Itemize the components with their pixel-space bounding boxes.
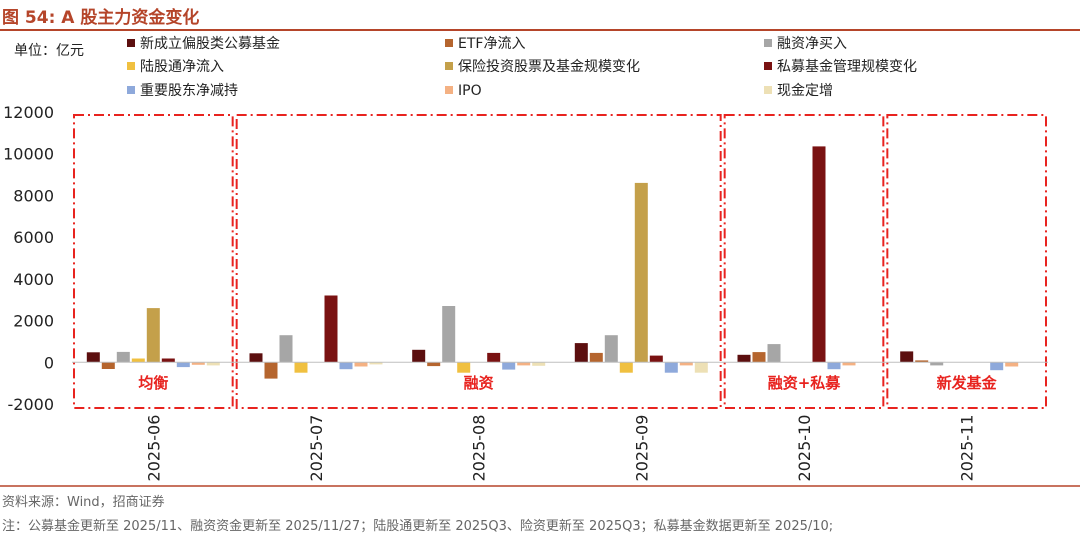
bar xyxy=(930,362,944,366)
bar xyxy=(589,352,603,363)
region-label: 均衡 xyxy=(138,374,168,392)
bar xyxy=(649,355,663,363)
y-axis: -2000 0 2000 4000 6000 8000 10000 12000 xyxy=(3,103,54,414)
y-tick-label: 4000 xyxy=(13,270,54,289)
legend-swatch xyxy=(445,62,453,70)
bar xyxy=(827,362,841,370)
bar xyxy=(900,351,914,363)
region-box xyxy=(235,114,722,409)
legend-swatch xyxy=(764,62,772,70)
y-tick-label: 12000 xyxy=(3,103,54,122)
x-tick-label: 2025-10 xyxy=(795,415,814,482)
unit-label: 单位：亿元 xyxy=(14,43,84,59)
legend-swatch xyxy=(445,39,453,47)
y-tick-label: 6000 xyxy=(13,228,54,247)
legend-label: IPO xyxy=(458,83,482,99)
bar xyxy=(279,335,293,363)
bar xyxy=(767,344,781,363)
bar xyxy=(619,362,633,373)
legend-label: 保险投资股票及基金规模变化 xyxy=(458,58,640,75)
legend-label: 新成立偏股类公募基金 xyxy=(140,35,280,52)
legend-label: 融资净买入 xyxy=(777,36,847,52)
x-tick-label: 2025-08 xyxy=(470,415,489,482)
region-label: 新发基金 xyxy=(937,374,998,392)
bar xyxy=(176,362,190,368)
bar xyxy=(990,362,1004,371)
bar xyxy=(502,362,516,370)
legend-label: 现金定增 xyxy=(777,83,833,99)
y-tick-label: 8000 xyxy=(13,186,54,205)
bar xyxy=(369,362,383,365)
bars xyxy=(86,146,1019,379)
bar xyxy=(116,351,130,363)
x-tick-label: 2025-07 xyxy=(307,415,326,482)
bar xyxy=(427,362,441,367)
regions: 均衡 融资 融资+私募 新发基金 xyxy=(73,114,1047,409)
y-tick-label: 10000 xyxy=(3,145,54,164)
bar xyxy=(294,362,308,373)
bar xyxy=(915,360,929,363)
region-label: 融资 xyxy=(464,374,494,392)
region-box xyxy=(886,114,1047,409)
bar xyxy=(532,362,546,366)
x-tick-label: 2025-06 xyxy=(144,415,163,482)
bar xyxy=(86,352,100,363)
bar xyxy=(694,362,708,373)
bar xyxy=(249,353,263,363)
bar xyxy=(412,349,426,363)
bar xyxy=(264,362,278,379)
region-box xyxy=(73,114,234,409)
legend-swatch xyxy=(445,86,453,94)
bar xyxy=(812,146,826,363)
bar xyxy=(517,362,531,366)
bar xyxy=(339,362,353,370)
note-text: 注：公募基金更新至 2025/11、融资资金更新至 2025/11/27；陆股通… xyxy=(2,519,834,534)
bar xyxy=(161,358,175,363)
legend-swatch xyxy=(127,86,135,94)
region-label: 融资+私募 xyxy=(768,374,842,392)
bar xyxy=(634,182,648,363)
bar xyxy=(842,362,856,366)
bar xyxy=(457,362,471,373)
bar xyxy=(664,362,678,373)
bar xyxy=(191,362,205,365)
legend-label: ETF净流入 xyxy=(458,36,525,52)
x-tick-label: 2025-11 xyxy=(958,415,977,482)
bar xyxy=(442,306,456,363)
legend-swatch xyxy=(764,39,772,47)
bar xyxy=(131,358,145,363)
bar xyxy=(737,354,751,363)
figure-title: 图 54: A 股主力资金变化 xyxy=(2,8,200,28)
legend-swatch xyxy=(764,86,772,94)
bar xyxy=(574,343,588,363)
legend-swatch xyxy=(127,39,135,47)
bar xyxy=(146,308,160,363)
x-axis-labels: 2025-06 2025-07 2025-08 2025-09 2025-10 2025-… xyxy=(144,415,976,482)
region-box xyxy=(723,114,885,409)
title-divider xyxy=(0,29,1080,31)
bar xyxy=(1005,362,1019,367)
x-tick-label: 2025-09 xyxy=(632,415,651,482)
legend-swatch xyxy=(127,62,135,70)
bar xyxy=(487,352,501,363)
bar xyxy=(679,362,693,366)
y-tick-label: 0 xyxy=(44,353,54,372)
legend-label: 私募基金管理规模变化 xyxy=(777,58,917,75)
y-tick-label: -2000 xyxy=(8,395,55,414)
y-tick-label: 2000 xyxy=(13,312,54,331)
legend-label: 陆股通净流入 xyxy=(140,59,224,75)
bar xyxy=(324,295,338,363)
bar xyxy=(101,362,115,369)
source-text: 资料来源：Wind，招商证券 xyxy=(2,495,165,510)
bar xyxy=(604,335,618,363)
legend-label: 重要股东净减持 xyxy=(140,83,238,99)
bar xyxy=(752,352,766,363)
bar xyxy=(354,362,368,367)
bar xyxy=(206,362,220,366)
